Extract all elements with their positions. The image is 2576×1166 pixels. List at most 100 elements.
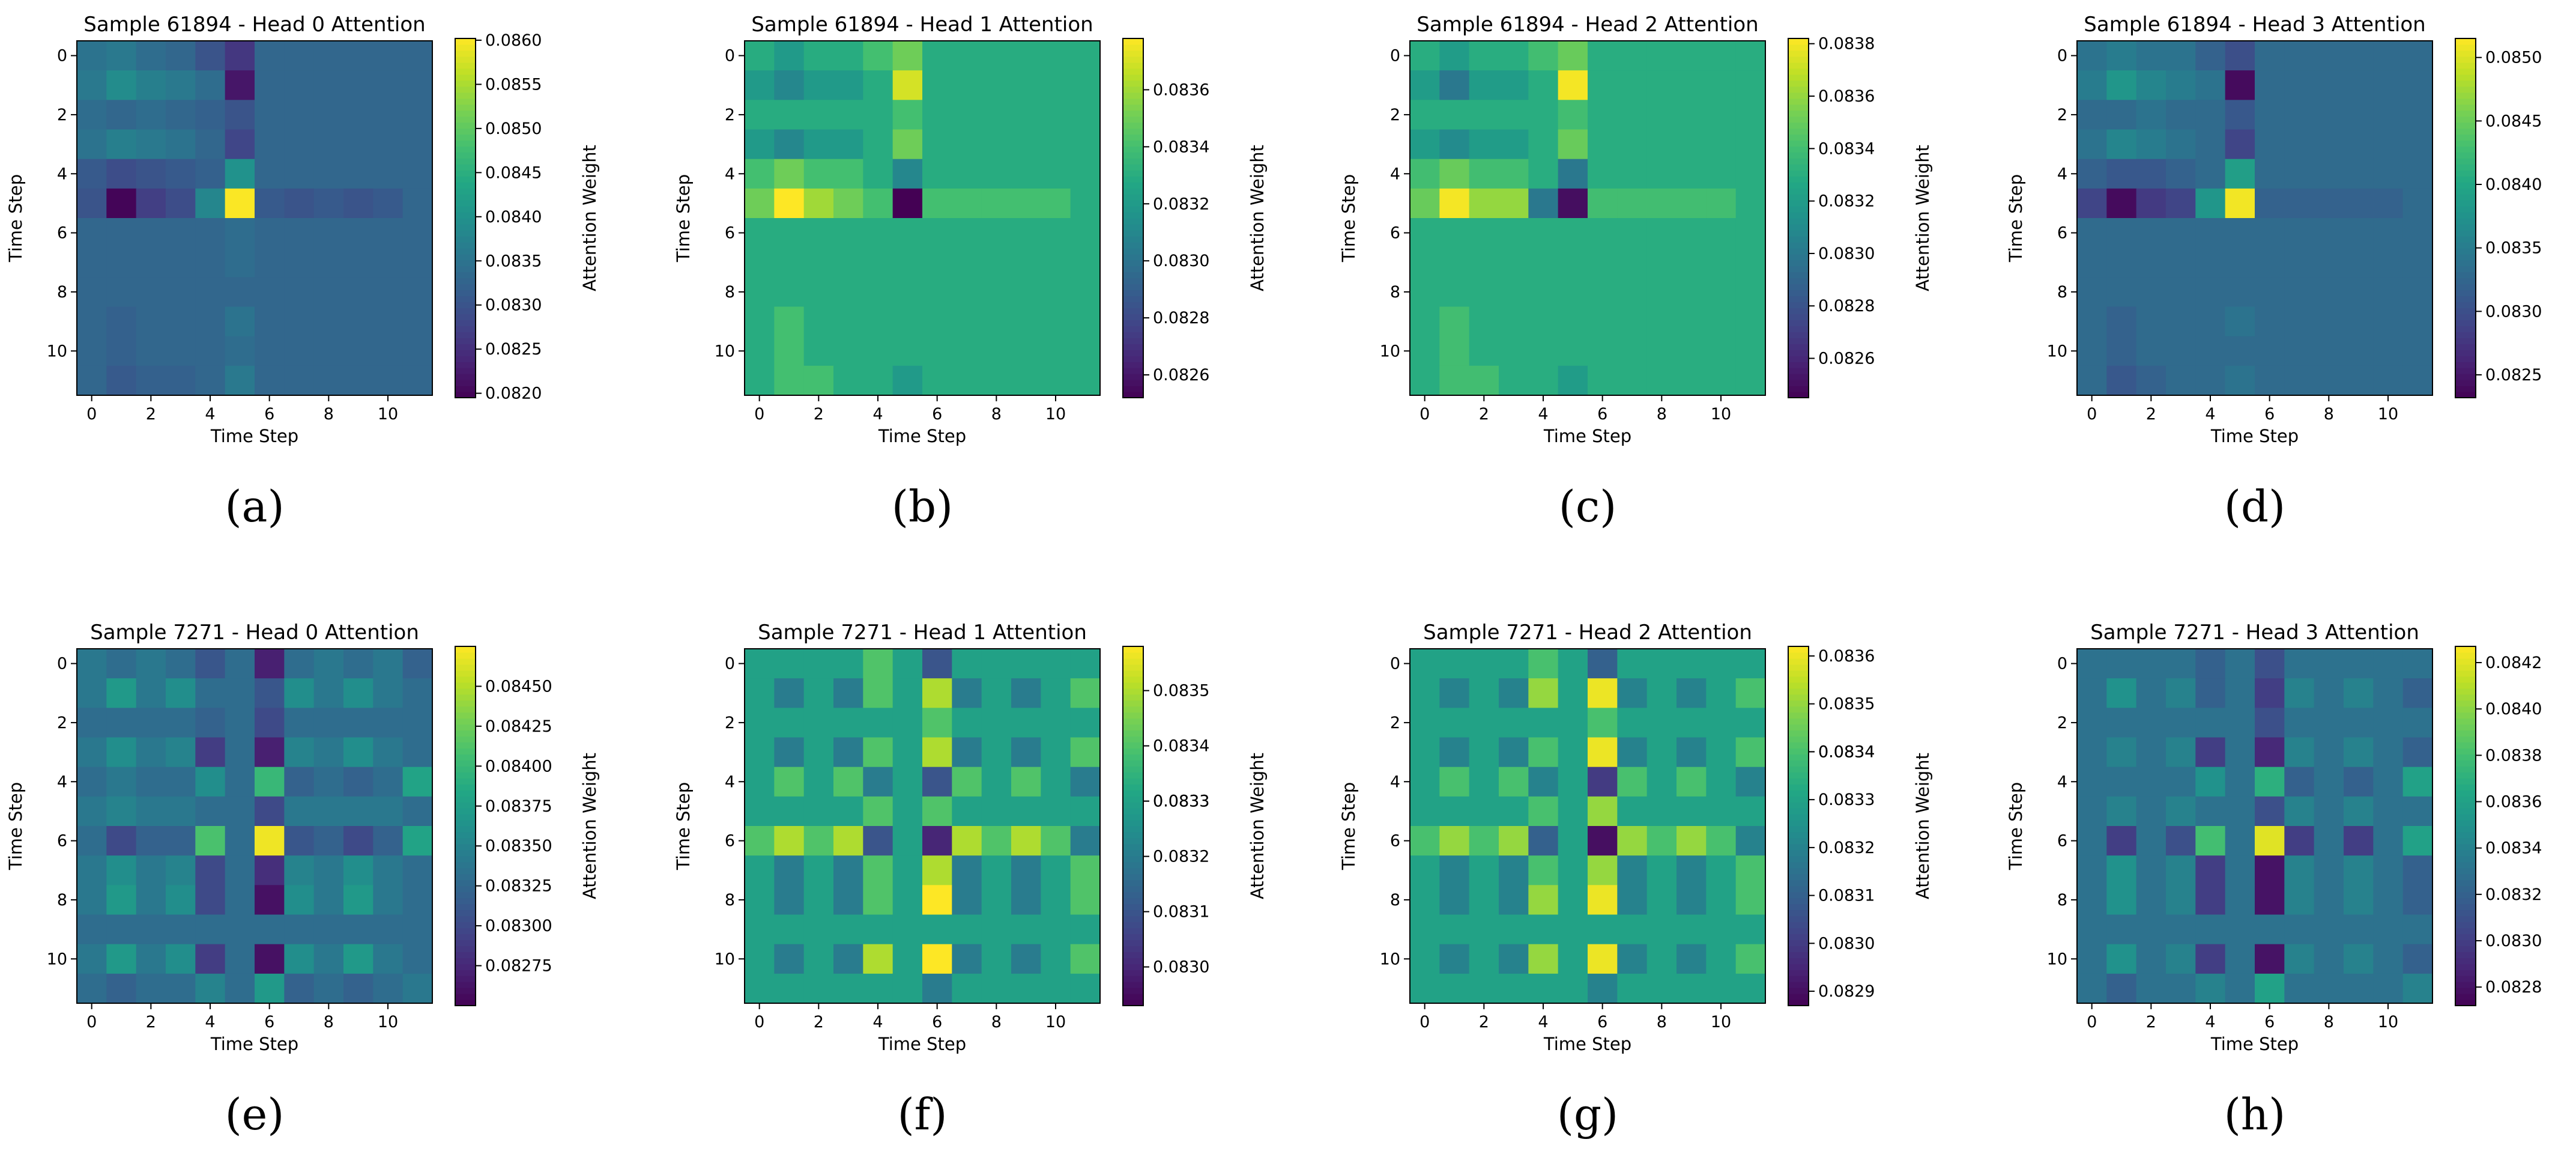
heatmap-cell (2166, 100, 2196, 130)
heatmap-cell (1677, 914, 1707, 945)
heatmap-cell (863, 767, 893, 797)
colorbar-gradient-step (1123, 44, 1143, 51)
heatmap-cell (2106, 218, 2137, 248)
heatmap-cell (2373, 306, 2404, 337)
heatmap-cell (774, 336, 805, 366)
heatmap-cell (1588, 247, 1618, 278)
heatmap-cell (2344, 247, 2374, 278)
colorbar-gradient-step (1123, 332, 1143, 338)
heatmap-cell (2225, 737, 2255, 768)
colorbar-gradient-step (2455, 688, 2476, 695)
colorbar-frame (1122, 38, 1144, 398)
heatmap-cell (922, 737, 952, 768)
colorbar-gradient-step (455, 891, 476, 899)
colorbar-gradient-step (1788, 879, 1809, 887)
colorbar-gradient-step (2455, 885, 2476, 893)
heatmap-cell (1439, 218, 1470, 248)
heatmap-cell (402, 767, 433, 797)
heatmap-cell (952, 973, 982, 1004)
x-tick-label: 10 (1711, 405, 1731, 424)
colorbar-gradient-step (1788, 50, 1809, 57)
heatmap-cell (2077, 336, 2107, 366)
heatmap-cell (2106, 336, 2137, 366)
heatmap-cell (833, 41, 863, 71)
colorbar-gradient-step (2455, 814, 2476, 821)
heatmap-cell (2402, 855, 2433, 885)
heatmap-cell (2344, 129, 2374, 160)
heatmap-cell (2314, 649, 2344, 679)
heatmap-cell (1469, 218, 1499, 248)
colorbar-gradient-step (455, 134, 476, 141)
heatmap-cell (981, 41, 1012, 71)
heatmap-cell (2225, 796, 2255, 827)
colorbar-gradient-step (1123, 146, 1143, 153)
colorbar-gradient-step (455, 86, 476, 93)
colorbar-gradient-step (455, 855, 476, 863)
heatmap-cell (1528, 973, 1559, 1004)
colorbar-gradient-step (2455, 652, 2476, 659)
heatmap-cell (1439, 914, 1470, 945)
colorbar-gradient-step (1123, 958, 1143, 964)
heatmap-cell (2284, 678, 2315, 708)
heatmap-cell (2166, 649, 2196, 679)
colorbar-gradient-step (1788, 223, 1809, 231)
heatmap-cell (2225, 885, 2255, 915)
heatmap-cell (2136, 826, 2166, 856)
colorbar-gradient-step (2455, 712, 2476, 719)
heatmap-cell (863, 973, 893, 1004)
heatmap-cell (745, 218, 775, 248)
heatmap-cell (892, 247, 923, 278)
x-tick-label: 6 (1597, 405, 1607, 424)
heatmap-cell (2166, 885, 2196, 915)
y-tick-label: 2 (57, 106, 67, 124)
heatmap-cell (922, 914, 952, 945)
colorbar-gradient-step (2455, 235, 2476, 243)
x-tick-label: 0 (754, 405, 764, 424)
heatmap-cell (195, 767, 226, 797)
heatmap-cell (1528, 129, 1559, 160)
heatmap-cell (803, 365, 834, 396)
heatmap-cell (1528, 247, 1559, 278)
heatmap-cell (2225, 41, 2255, 71)
x-tick-label: 8 (2324, 1013, 2334, 1031)
heatmap-cell (1646, 218, 1677, 248)
heatmap-cell (343, 767, 373, 797)
heatmap-cell (2136, 796, 2166, 827)
colorbar-gradient-step (1788, 903, 1809, 911)
heatmap-cell (2344, 277, 2374, 308)
heatmap-cell (1558, 159, 1588, 189)
heatmap-cell (2077, 737, 2107, 768)
heatmap-cell (225, 944, 255, 974)
heatmap-cell (922, 885, 952, 915)
heatmap-cell (952, 365, 982, 396)
heatmap-cell (981, 129, 1012, 160)
heatmap-cell (2373, 796, 2404, 827)
colorbar-gradient-step (1788, 254, 1809, 261)
heatmap-cell (284, 914, 315, 945)
heatmap-cell (1439, 41, 1470, 71)
y-tick-label: 4 (2057, 165, 2067, 183)
heatmap-cell (77, 678, 107, 708)
heatmap-cell (922, 708, 952, 738)
heatmap-cell (225, 914, 255, 945)
heatmap-cell (2255, 885, 2285, 915)
heatmap-cell (1070, 365, 1101, 396)
heatmap-cell (2344, 885, 2374, 915)
heatmap-cell (1410, 306, 1440, 337)
y-tick-label: 4 (57, 165, 67, 183)
colorbar-gradient-step (1123, 158, 1143, 165)
heatmap-cell (1735, 129, 1766, 160)
colorbar-gradient-step (1788, 241, 1809, 249)
heatmap-cell (803, 70, 834, 100)
heatmap-cell (1706, 129, 1737, 160)
heatmap-cell (343, 826, 373, 856)
heatmap-cell (2106, 914, 2137, 945)
colorbar-gradient-step (2455, 861, 2476, 869)
y-tick-label: 4 (725, 773, 735, 791)
colorbar-gradient-step (1788, 314, 1809, 321)
heatmap-cell (833, 708, 863, 738)
heatmap-cell (1499, 277, 1529, 308)
heatmap-cell (402, 914, 433, 945)
colorbar-gradient-step (455, 796, 476, 803)
